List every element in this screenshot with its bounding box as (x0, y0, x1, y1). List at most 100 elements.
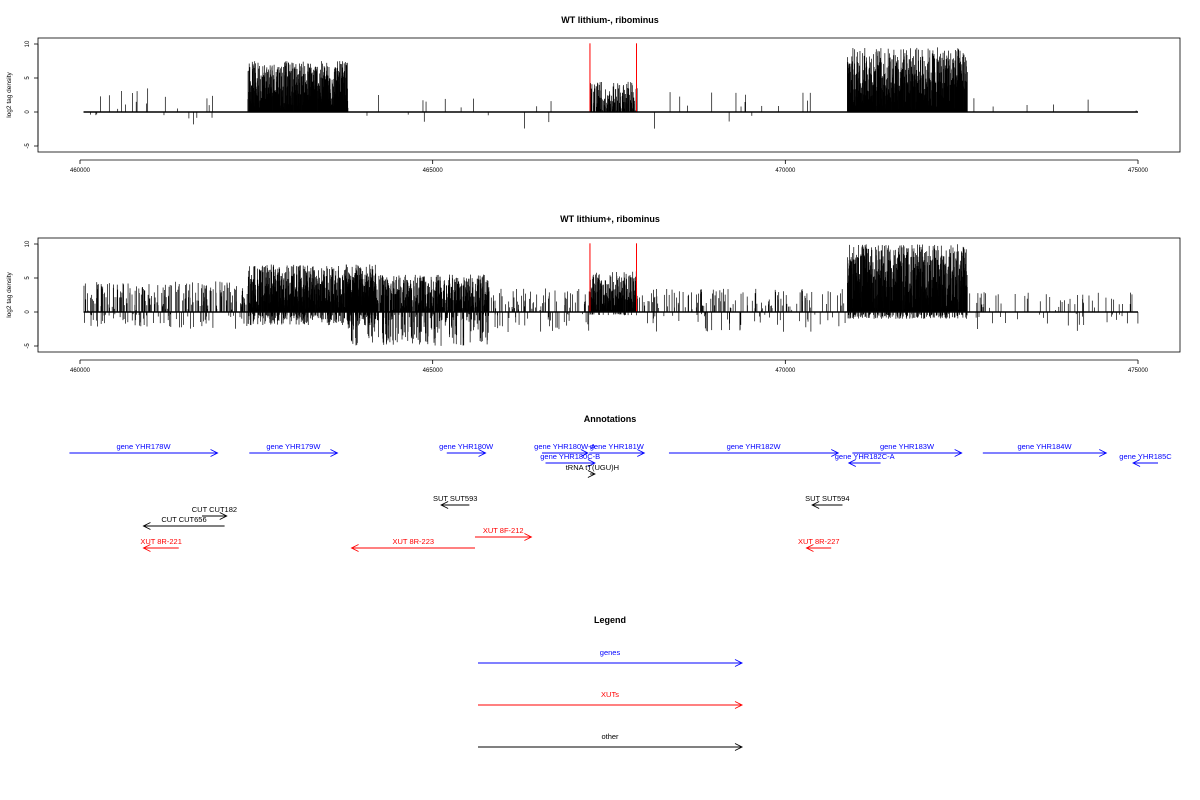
track-panel-1: WT lithium-, ribominus -5 0 5 10 460000 4650… (6, 15, 1181, 174)
annotation-feature: gene YHR184W (982, 442, 1108, 457)
track-1-ylabel: log2 tag density (6, 71, 13, 117)
annotation-feature: gene YHR185C (1119, 452, 1172, 467)
feature-arrowhead (811, 501, 820, 509)
legend-items: genes XUTs other (478, 648, 744, 751)
feature-label: gene YHR182C-A (835, 452, 895, 461)
legend-title: Legend (594, 615, 626, 625)
y-tick-label: -5 (25, 343, 31, 349)
track-2-ylabel: log2 tag density (6, 271, 13, 317)
x-tick-label: 460000 (70, 168, 91, 174)
legend-item: XUTs (478, 690, 744, 709)
feature-label: gene YHR183W (880, 442, 935, 451)
y-tick-label: 10 (25, 240, 31, 247)
legend-label: XUTs (601, 690, 619, 699)
annotation-feature: CUT CUT656 (142, 515, 225, 530)
y-tick-label: 0 (25, 310, 31, 314)
feature-label: gene YHR185C (1119, 452, 1172, 461)
feature-label: gene YHR180W (439, 442, 494, 451)
annotation-feature: SUT SUT593 (433, 494, 477, 509)
legend-label: genes (600, 648, 621, 657)
feature-arrowhead (330, 449, 339, 457)
feature-label: gene YHR180W-A (534, 442, 595, 451)
x-tick-label: 470000 (775, 168, 796, 174)
track-1-x-axis: 460000 465000 470000 475000 (70, 159, 1149, 174)
feature-label: gene YHR178W (116, 442, 171, 451)
feature-arrowhead (847, 459, 857, 467)
feature-arrowhead (831, 449, 840, 457)
feature-label: CUT CUT182 (192, 505, 237, 514)
track-2-y-axis: -5 0 5 10 (25, 240, 39, 349)
feature-arrowhead (478, 449, 487, 457)
feature-label: gene YHR182W (727, 442, 782, 451)
x-tick-label: 475000 (1128, 168, 1149, 174)
feature-label: gene YHR180C-B (540, 452, 600, 461)
feature-label: tRNA tT(UGU)H (566, 463, 619, 472)
feature-arrowhead (587, 459, 596, 467)
track-2-x-axis: 460000 465000 470000 475000 (70, 359, 1149, 374)
annotation-feature: gene YHR182W (668, 442, 840, 457)
feature-label: XUT 8R-223 (393, 537, 435, 546)
feature-arrowhead (142, 544, 151, 552)
feature-label: SUT SUT594 (805, 494, 849, 503)
annotation-feature: XUT 8R-223 (350, 537, 475, 552)
feature-arrowhead (587, 470, 596, 478)
feature-arrowhead (219, 512, 228, 520)
track-2-markers (589, 243, 638, 312)
annotations-panel: Annotations gene YHR178W gene YHR179W gene… (69, 414, 1172, 552)
feature-arrowhead (637, 449, 646, 457)
track-panel-2: WT lithium+, ribominus -5 0 5 10 460000 4650… (6, 214, 1181, 374)
feature-arrowhead (440, 501, 449, 509)
annotation-feature: gene YHR179W (249, 442, 339, 457)
feature-arrowhead (350, 544, 359, 552)
feature-label: XUT 8F-212 (483, 526, 524, 535)
track-2-bars (83, 244, 1139, 346)
legend-item: other (478, 732, 744, 751)
annotation-feature: gene YHR182C-A (835, 452, 895, 467)
y-tick-label: 5 (25, 276, 31, 280)
track-1-y-axis: -5 0 5 10 (25, 40, 39, 149)
feature-label: gene YHR181W (590, 442, 645, 451)
track-1-title: WT lithium-, ribominus (561, 15, 659, 25)
legend-label: other (601, 732, 619, 741)
feature-label: gene YHR179W (266, 442, 321, 451)
feature-label: XUT 8R-227 (798, 537, 840, 546)
annotation-feature: XUT 8R-227 (798, 537, 840, 552)
annotation-feature: gene YHR180C-B (540, 452, 600, 467)
x-tick-label: 465000 (423, 168, 444, 174)
annotation-feature: gene YHR181W (589, 442, 646, 457)
track-1-markers (589, 43, 638, 112)
feature-label: gene YHR184W (1017, 442, 1072, 451)
annotation-feature: XUT 8F-212 (474, 526, 533, 541)
y-tick-label: -5 (25, 143, 31, 149)
x-tick-label: 470000 (775, 368, 796, 374)
feature-arrowhead (210, 449, 219, 457)
annotation-feature: SUT SUT594 (805, 494, 850, 509)
feature-arrowhead (734, 659, 744, 667)
annotation-feature: gene YHR178W (69, 442, 219, 457)
annotations-title: Annotations (584, 414, 637, 424)
y-tick-label: 0 (25, 110, 31, 114)
feature-arrowhead (734, 743, 744, 751)
feature-label: XUT 8R-221 (140, 537, 182, 546)
annotation-feature: gene YHR180W (439, 442, 494, 457)
track-1-bars (90, 47, 1137, 129)
y-tick-label: 5 (25, 76, 31, 80)
feature-arrowhead (1132, 459, 1141, 467)
x-tick-label: 465000 (423, 368, 444, 374)
feature-arrowhead (734, 701, 744, 709)
x-tick-label: 475000 (1128, 368, 1149, 374)
feature-arrowhead (1099, 449, 1108, 457)
feature-label: SUT SUT593 (433, 494, 477, 503)
annotation-feature: tRNA tT(UGU)H (566, 463, 619, 478)
annotation-feature: XUT 8R-221 (140, 537, 182, 552)
feature-arrowhead (580, 449, 589, 457)
track-2-title: WT lithium+, ribominus (560, 214, 660, 224)
feature-arrowhead (805, 544, 814, 552)
legend-item: genes (478, 648, 744, 667)
feature-arrowhead (524, 533, 533, 541)
x-tick-label: 460000 (70, 368, 91, 374)
feature-arrowhead (954, 449, 963, 457)
annotation-features: gene YHR178W gene YHR179W gene YHR180W gene… (69, 442, 1172, 552)
